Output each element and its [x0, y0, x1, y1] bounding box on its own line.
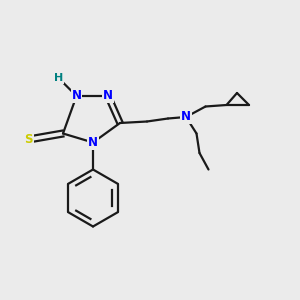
- Text: N: N: [71, 89, 82, 103]
- Text: N: N: [103, 89, 113, 103]
- Text: S: S: [24, 133, 33, 146]
- Text: H: H: [54, 73, 63, 83]
- Text: N: N: [88, 136, 98, 149]
- Text: N: N: [181, 110, 191, 124]
